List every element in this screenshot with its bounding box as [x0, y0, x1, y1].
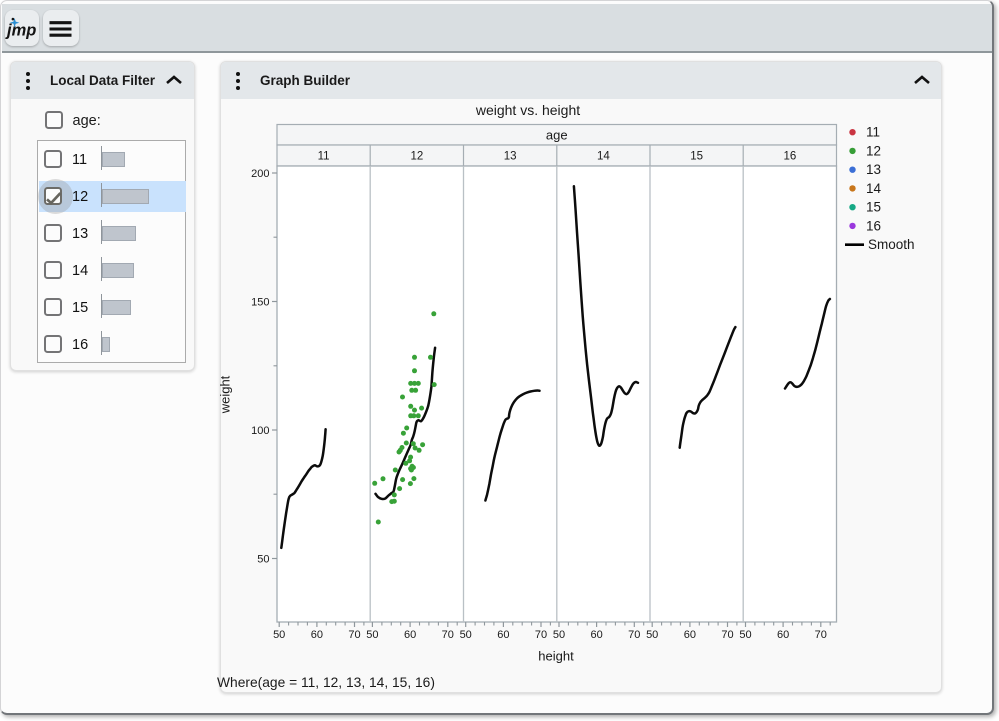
svg-text:jmp: jmp: [5, 22, 36, 40]
